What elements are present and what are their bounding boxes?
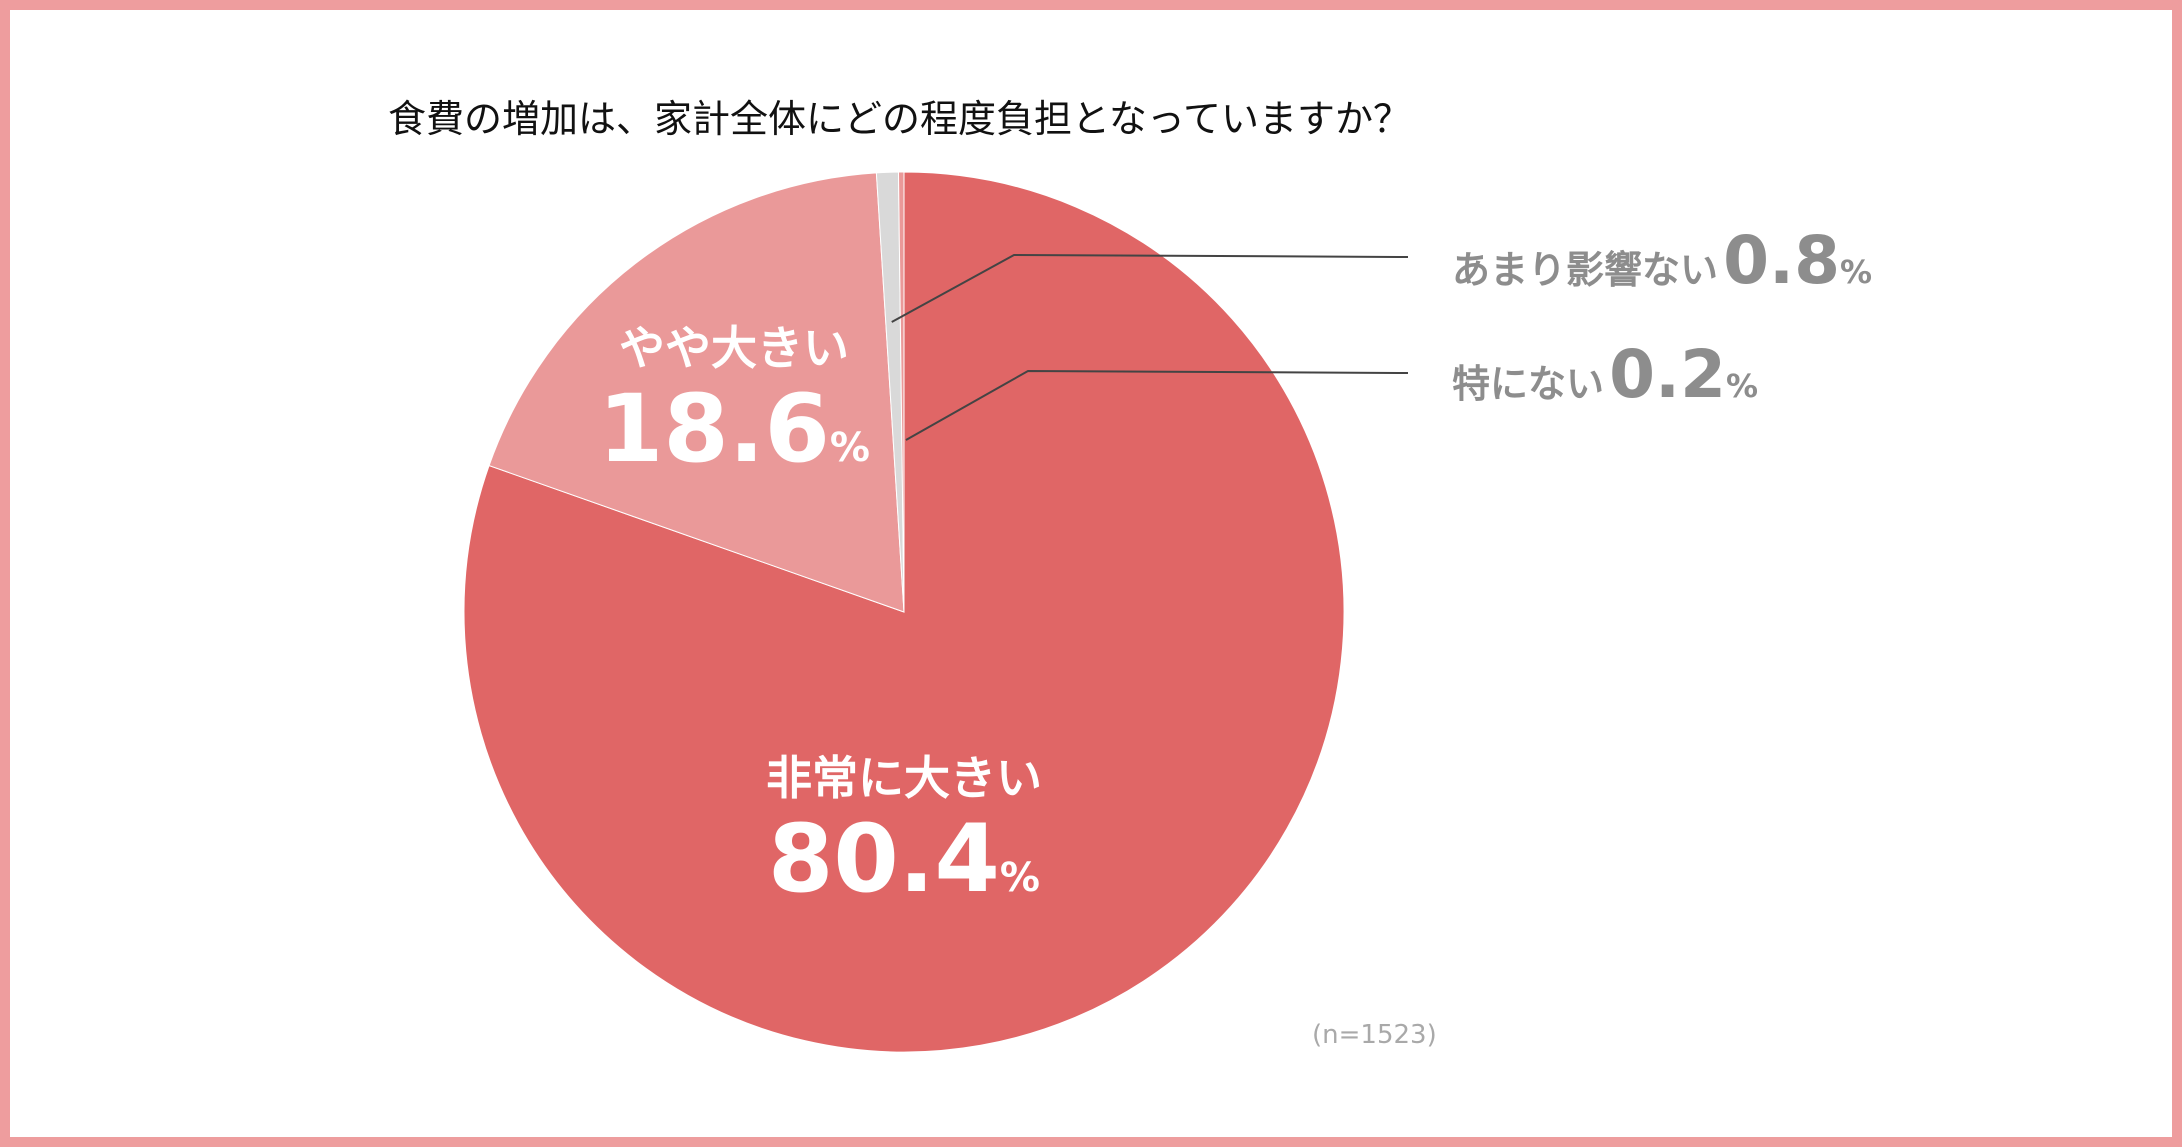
slice-value-label: 80.4 [767,805,1000,914]
leader-line-amari [891,253,1409,323]
sample-size-note: (n=1523) [1312,1020,1437,1050]
slice-category-label: あまり影響ない [1452,248,1719,292]
leader-line-tokuni [905,369,1409,441]
slice-category-label: 特にない [1452,362,1605,406]
slice-yaya-ookii [488,172,905,613]
slice-value-label: 0.8 [1723,222,1841,299]
slice-label-yaya: やや大きい 18.6% [598,312,870,481]
percent-unit: % [1726,367,1759,405]
percent-unit: % [829,425,871,471]
slice-tokuni-nai [897,171,905,613]
slice-value-label: 18.6 [597,375,830,484]
percent-unit: % [1840,253,1873,291]
chart-title: 食費の増加は、家計全体にどの程度負担となっていますか？ [388,97,1411,141]
slice-category-label: やや大きい [618,321,849,375]
slice-value-label: 0.2 [1609,336,1727,413]
slice-label-hijouni: 非常に大きい 80.4% [766,742,1042,911]
callout-label-tokuni: 特にない 0.2% [1452,336,1758,413]
slice-category-label: 非常に大きい [766,751,1042,805]
percent-unit: % [999,855,1040,901]
callout-label-amari: あまり影響ない 0.8% [1452,222,1872,299]
